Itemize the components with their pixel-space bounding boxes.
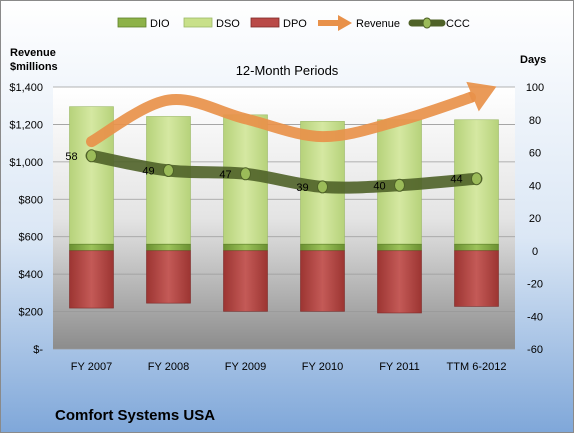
ccc-marker (394, 178, 405, 192)
legend-label-dpo: DPO (283, 18, 307, 30)
right-tick-label: 100 (526, 82, 544, 94)
company-name: Comfort Systems USA (55, 407, 215, 424)
ccc-series-line (85, 149, 483, 194)
dio-bar (69, 243, 114, 252)
x-tick-label: FY 2011 (379, 361, 420, 373)
right-tick-label: 80 (529, 115, 541, 127)
dso-bar (146, 116, 191, 245)
ccc-data-label: 47 (219, 169, 231, 181)
left-tick-label: $200 (19, 307, 43, 319)
revenue-arrow-shaft (468, 91, 475, 103)
ccc-line (85, 149, 483, 194)
left-tick-label: $1,200 (9, 119, 43, 131)
ccc-data-label: 44 (450, 174, 462, 186)
right-axis-title: Days (520, 54, 546, 66)
ccc-data-label: 49 (142, 166, 154, 178)
legend-marker-ccc (422, 17, 432, 29)
x-tick-label: FY 2007 (71, 361, 112, 373)
x-tick-label: FY 2010 (302, 361, 343, 373)
chart-title: 12-Month Periods (236, 63, 339, 78)
left-axis-ticks: $- $200 $400 $600 $800 $1,000 $1,200 $1,400 (9, 82, 43, 356)
dpo-bar (300, 250, 345, 312)
dio-bar (300, 243, 345, 252)
x-tick-label: TTM 6-2012 (447, 361, 507, 373)
legend-label-revenue: Revenue (356, 18, 400, 30)
dpo-bar (454, 250, 499, 307)
legend-swatch-dpo (250, 17, 280, 28)
ccc-marker (86, 149, 97, 163)
legend-swatch-dio (117, 17, 147, 28)
right-tick-label: 0 (532, 246, 538, 258)
ccc-data-label: 58 (65, 151, 77, 163)
dpo-bars (69, 250, 499, 314)
dio-bar (377, 243, 422, 252)
revenue-series-line (86, 91, 476, 148)
dpo-bar (377, 250, 422, 314)
x-tick-label: FY 2009 (225, 361, 266, 373)
dpo-bar (146, 250, 191, 304)
right-tick-label: -40 (527, 311, 543, 323)
revenue-line (86, 81, 497, 148)
revenue-arrow-head (466, 81, 497, 112)
ccc-marker (317, 180, 328, 194)
ccc-data-label: 39 (296, 182, 308, 194)
left-tick-label: $1,400 (9, 82, 43, 94)
x-axis-ticks: FY 2007 FY 2008 FY 2009 FY 2010 FY 2011 TTM 6… (71, 361, 507, 373)
legend: DIO DSO DPO Revenue CCC (117, 15, 470, 31)
right-axis-ticks: -60 -40 -20 0 20 40 60 80 100 (526, 82, 544, 356)
legend-label-dso: DSO (216, 18, 240, 30)
right-tick-label: 20 (529, 213, 541, 225)
dpo-bar (223, 250, 268, 312)
left-tick-label: $800 (19, 194, 43, 206)
ccc-data-labels: 58 49 47 39 40 44 (65, 151, 462, 194)
left-axis-title-line2: $millions (10, 61, 58, 73)
left-tick-label: $1,000 (9, 157, 43, 169)
right-tick-label: 60 (529, 148, 541, 160)
left-tick-label: $600 (19, 232, 43, 244)
legend-arrow-head-revenue (338, 15, 352, 31)
right-tick-label: 40 (529, 180, 541, 192)
ccc-marker (240, 167, 251, 181)
dio-bar (454, 243, 499, 252)
left-axis-title-line1: Revenue (10, 47, 56, 59)
dio-bar (223, 243, 268, 252)
legend-label-dio: DIO (150, 18, 170, 30)
dio-bar (146, 243, 191, 252)
right-tick-label: -20 (527, 279, 543, 291)
right-tick-label: -60 (527, 344, 543, 356)
ccc-data-label: 40 (373, 180, 385, 192)
left-tick-label: $400 (19, 269, 43, 281)
legend-label-ccc: CCC (446, 18, 470, 30)
legend-swatch-dso (183, 17, 213, 28)
ccc-marker (163, 164, 174, 178)
x-tick-label: FY 2008 (148, 361, 189, 373)
dpo-bar (69, 250, 114, 309)
left-tick-label: $- (33, 344, 43, 356)
ccc-marker (471, 172, 482, 186)
